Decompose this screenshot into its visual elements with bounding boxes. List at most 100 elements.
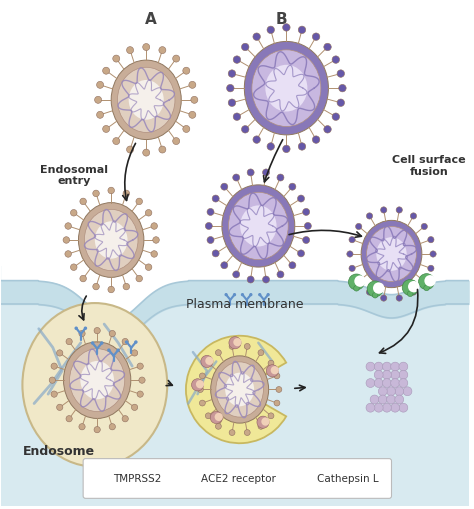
Circle shape xyxy=(173,56,180,63)
Circle shape xyxy=(84,328,86,330)
Circle shape xyxy=(117,350,119,352)
Circle shape xyxy=(127,47,134,54)
Circle shape xyxy=(229,337,241,349)
Circle shape xyxy=(337,71,345,78)
Text: Plasma membrane: Plasma membrane xyxy=(186,297,303,310)
Circle shape xyxy=(399,404,408,412)
Circle shape xyxy=(354,276,366,287)
Circle shape xyxy=(258,350,264,356)
Circle shape xyxy=(126,342,128,344)
Circle shape xyxy=(97,472,109,484)
Circle shape xyxy=(216,423,221,430)
Circle shape xyxy=(312,34,320,41)
Circle shape xyxy=(410,213,417,220)
Circle shape xyxy=(399,379,408,388)
Circle shape xyxy=(247,169,254,177)
Circle shape xyxy=(75,328,77,330)
Circle shape xyxy=(324,126,331,134)
Circle shape xyxy=(123,191,129,197)
Circle shape xyxy=(51,363,57,370)
Circle shape xyxy=(259,294,261,296)
Circle shape xyxy=(324,44,331,51)
Circle shape xyxy=(263,276,270,284)
Circle shape xyxy=(268,413,274,419)
Circle shape xyxy=(108,350,110,352)
Circle shape xyxy=(366,213,373,220)
Circle shape xyxy=(332,56,339,64)
Circle shape xyxy=(267,294,269,296)
Circle shape xyxy=(191,97,198,104)
Circle shape xyxy=(378,395,387,404)
Circle shape xyxy=(94,328,100,334)
Circle shape xyxy=(71,264,77,271)
Circle shape xyxy=(298,471,312,486)
Circle shape xyxy=(395,395,404,404)
Circle shape xyxy=(399,362,408,371)
Circle shape xyxy=(137,363,143,370)
Circle shape xyxy=(277,175,284,182)
Circle shape xyxy=(298,195,304,203)
Circle shape xyxy=(383,371,392,380)
Ellipse shape xyxy=(111,61,181,140)
Circle shape xyxy=(205,413,211,419)
Circle shape xyxy=(136,276,143,282)
Circle shape xyxy=(366,379,375,388)
Circle shape xyxy=(298,27,306,35)
Circle shape xyxy=(228,100,236,107)
Circle shape xyxy=(407,292,413,297)
Circle shape xyxy=(233,338,242,347)
Circle shape xyxy=(253,34,260,41)
Circle shape xyxy=(250,294,252,296)
Circle shape xyxy=(276,387,282,392)
Circle shape xyxy=(229,430,235,436)
Circle shape xyxy=(123,284,129,290)
Circle shape xyxy=(366,404,375,412)
Circle shape xyxy=(189,82,196,89)
Ellipse shape xyxy=(376,238,407,271)
Circle shape xyxy=(95,97,101,104)
Ellipse shape xyxy=(225,373,254,407)
Circle shape xyxy=(79,331,85,337)
Circle shape xyxy=(122,416,128,422)
Circle shape xyxy=(304,223,311,230)
Circle shape xyxy=(225,294,227,296)
Text: A: A xyxy=(145,12,157,27)
Circle shape xyxy=(274,401,280,406)
Circle shape xyxy=(207,209,214,216)
Circle shape xyxy=(366,362,375,371)
FancyBboxPatch shape xyxy=(0,266,474,509)
Circle shape xyxy=(421,224,428,230)
Wedge shape xyxy=(186,336,286,443)
Circle shape xyxy=(289,184,296,191)
Circle shape xyxy=(349,237,355,243)
Circle shape xyxy=(63,237,70,244)
Circle shape xyxy=(66,339,72,345)
Circle shape xyxy=(97,483,102,488)
Circle shape xyxy=(337,100,345,107)
Circle shape xyxy=(131,405,138,411)
Circle shape xyxy=(205,223,212,230)
Ellipse shape xyxy=(228,193,288,260)
Ellipse shape xyxy=(118,68,175,133)
Circle shape xyxy=(242,294,243,296)
Circle shape xyxy=(94,427,100,433)
Text: ACE2 receptor: ACE2 receptor xyxy=(201,473,276,483)
Circle shape xyxy=(108,188,114,194)
Circle shape xyxy=(383,379,392,388)
Circle shape xyxy=(122,339,128,345)
Circle shape xyxy=(49,377,55,383)
Circle shape xyxy=(93,284,100,290)
Circle shape xyxy=(332,114,339,121)
Circle shape xyxy=(271,366,279,375)
Circle shape xyxy=(228,71,236,78)
Ellipse shape xyxy=(70,349,125,412)
Circle shape xyxy=(424,275,436,287)
Circle shape xyxy=(80,276,86,282)
Circle shape xyxy=(395,387,404,396)
Circle shape xyxy=(421,279,428,285)
Circle shape xyxy=(370,395,379,404)
Circle shape xyxy=(151,251,157,258)
Circle shape xyxy=(187,477,189,479)
Circle shape xyxy=(97,82,104,89)
Circle shape xyxy=(399,371,408,380)
